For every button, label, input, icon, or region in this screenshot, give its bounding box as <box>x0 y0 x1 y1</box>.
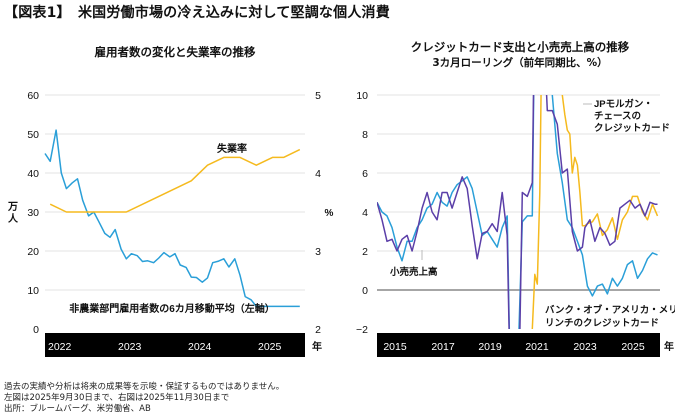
y-axis-label-left-1: 万 <box>7 201 18 213</box>
x-tick-label: 2023 <box>118 341 142 353</box>
y-tick-left: 50 <box>27 129 39 141</box>
y-tick: 2 <box>362 246 368 258</box>
x-tick-label: 2025 <box>621 341 645 353</box>
x-tick-label: 2023 <box>573 341 597 353</box>
annotation-jpm-line1: JPモルガン・ <box>594 98 653 110</box>
y-tick-left: 40 <box>27 168 39 180</box>
x-axis-unit: 年 <box>312 340 322 353</box>
y-tick: 6 <box>362 168 368 180</box>
x-tick-label: 2021 <box>525 341 549 353</box>
y-tick: 10 <box>356 90 368 102</box>
x-tick-label: 2025 <box>258 341 282 353</box>
y-tick-left: 20 <box>27 246 39 258</box>
series-line-bofa-card <box>377 95 658 329</box>
right-chart: −2 0 2 4 6 8 10 2015 2017 2019 2021 2023 2025 年 JPモルガン… <box>356 90 675 357</box>
y-tick-left: 30 <box>27 207 39 219</box>
footnotes: 過去の実績や分析は将来の成果等を示唆・保証するものではありません。 左図は202… <box>4 382 284 415</box>
right-chart-title: クレジットカード支出と小売売上高の推移 <box>410 40 630 54</box>
x-tick-label: 2017 <box>431 341 455 353</box>
footnote-source: 出所：ブルームバーグ、米労働省、AB <box>4 404 151 414</box>
x-axis-band <box>45 333 305 357</box>
x-tick-label: 2015 <box>383 341 407 353</box>
y-axis-label-right: % <box>325 208 334 219</box>
y-tick: 4 <box>362 207 368 219</box>
footnote-dates: 左図は2025年9月30日まで、右図は2025年11月30日まで <box>4 393 230 403</box>
x-tick-label: 2024 <box>188 341 212 353</box>
annotation-jpm-line2: チェースの <box>594 111 641 122</box>
series-group <box>377 95 659 329</box>
main-title: 【図表1】 米国労働市場の冷え込みに対して堅調な個人消費 <box>4 5 390 21</box>
left-chart-title: 雇用者数の変化と失業率の推移 <box>94 45 256 59</box>
series-line-unemployment <box>49 148 301 213</box>
y-tick-left: 0 <box>33 324 39 336</box>
y-tick-left: 60 <box>27 90 39 102</box>
y-tick-right: 3 <box>315 246 321 258</box>
annotation-jpm-line3: クレジットカード <box>594 123 670 134</box>
y-tick: 8 <box>362 129 368 141</box>
series-line-jpm-card <box>531 95 659 329</box>
y-tick: 0 <box>362 285 368 297</box>
y-tick-right: 2 <box>315 324 321 336</box>
right-chart-subtitle: 3カ月ローリング（前年同期比、%） <box>432 57 608 69</box>
left-chart: 0 10 20 30 40 50 60 2 3 4 5 万人% 2022 2023 2024 2025 年 失業率… <box>7 90 334 357</box>
annotation-retail: 小売売上高 <box>389 266 438 278</box>
y-tick: −2 <box>356 324 368 336</box>
series-label-payrolls: 非農業部門雇用者数の6カ月移動平均（左軸） <box>69 302 275 315</box>
y-tick-right: 4 <box>315 168 321 180</box>
annotation-bofa-line2: リンチのクレジットカード <box>545 318 659 329</box>
x-tick-label: 2019 <box>478 341 502 353</box>
x-tick-label: 2022 <box>48 341 72 353</box>
annotation-bofa-line1: バンク・オブ・アメリカ・メリル <box>545 304 675 316</box>
y-tick-left: 10 <box>27 285 39 297</box>
y-tick-right: 5 <box>315 90 321 102</box>
series-line-payrolls <box>44 129 300 308</box>
x-axis-band <box>377 333 660 357</box>
series-label-unemployment: 失業率 <box>217 142 247 155</box>
footnote-disclaimer: 過去の実績や分析は将来の成果等を示唆・保証するものではありません。 <box>4 382 285 392</box>
x-axis-unit: 年 <box>664 340 674 353</box>
y-axis-label-left-2: 人 <box>8 212 19 225</box>
